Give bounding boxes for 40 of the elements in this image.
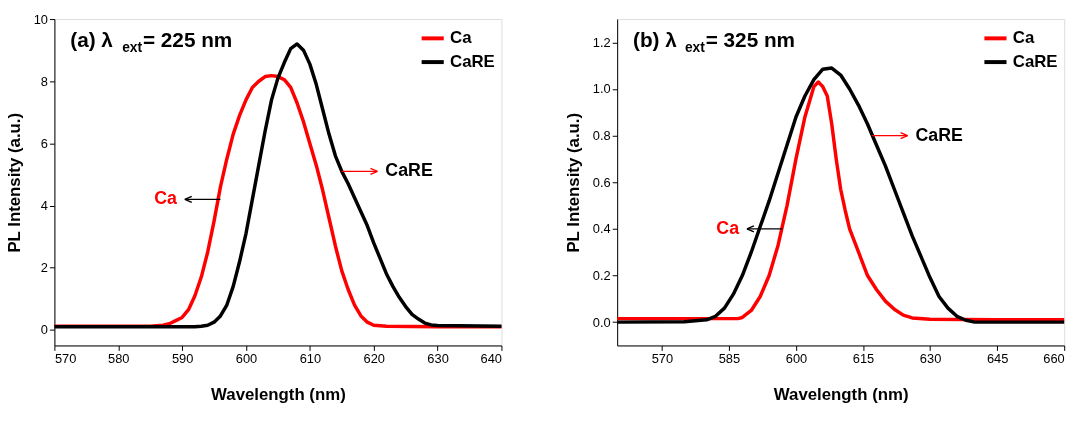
y-axis-title: PL Intensity (a.u.) (4, 112, 24, 253)
x-tick-label: 580 (108, 350, 130, 366)
legend-label: CaRE (1012, 52, 1058, 72)
y-tick-label: 0 (40, 322, 48, 338)
y-tick-label: 0.2 (592, 267, 611, 283)
x-tick-label: 630 (919, 350, 942, 366)
y-tick-label: 1.2 (592, 34, 611, 50)
y-tick-label: 0.0 (592, 314, 611, 330)
legend-label: CaRE (450, 52, 495, 72)
y-tick-label: 4 (40, 198, 48, 214)
annotation: CaRE (385, 160, 433, 181)
x-axis-title: Wavelength (nm) (773, 385, 909, 405)
annotation: Ca (154, 188, 179, 209)
y-tick-label: 2 (40, 260, 48, 276)
x-axis-title: Wavelength (nm) (211, 385, 346, 405)
y-tick-label: 0.4 (592, 221, 611, 237)
x-tick-label: 640 (480, 350, 502, 366)
y-tick-label: 0.6 (592, 174, 611, 190)
x-tick-label: 630 (427, 350, 449, 366)
y-tick-label: 0.8 (592, 128, 611, 144)
x-tick-label: 590 (171, 350, 194, 366)
y-axis-title: PL Intensity (a.u.) (564, 112, 584, 253)
legend-label: Ca (1012, 28, 1035, 48)
annotation: Ca (716, 217, 741, 238)
y-tick-label: 1.0 (592, 81, 611, 97)
x-tick-label: 600 (235, 350, 258, 366)
legend-label: Ca (450, 28, 473, 48)
x-tick-label: 585 (718, 350, 741, 366)
x-tick-label: 600 (785, 350, 808, 366)
x-tick-label: 570 (54, 350, 77, 366)
x-tick-label: 660 (1043, 350, 1065, 366)
x-tick-label: 615 (852, 350, 875, 366)
annotation: CaRE (915, 124, 964, 145)
x-tick-label: 610 (299, 350, 322, 366)
y-tick-label: 8 (40, 73, 48, 89)
y-tick-label: 6 (40, 135, 48, 151)
x-tick-label: 645 (986, 350, 1009, 366)
y-tick-label: 10 (33, 11, 48, 27)
x-tick-label: 620 (363, 350, 385, 366)
x-tick-label: 570 (651, 350, 674, 366)
